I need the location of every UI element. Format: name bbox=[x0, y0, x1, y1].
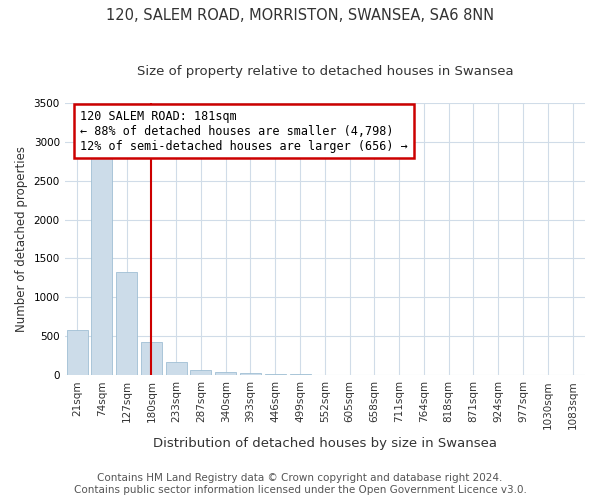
Text: 120 SALEM ROAD: 181sqm
← 88% of detached houses are smaller (4,798)
12% of semi-: 120 SALEM ROAD: 181sqm ← 88% of detached… bbox=[80, 110, 408, 152]
Bar bbox=[240, 373, 261, 375]
Y-axis label: Number of detached properties: Number of detached properties bbox=[15, 146, 28, 332]
X-axis label: Distribution of detached houses by size in Swansea: Distribution of detached houses by size … bbox=[153, 437, 497, 450]
Text: 120, SALEM ROAD, MORRISTON, SWANSEA, SA6 8NN: 120, SALEM ROAD, MORRISTON, SWANSEA, SA6… bbox=[106, 8, 494, 22]
Bar bbox=[290, 374, 311, 375]
Bar bbox=[265, 374, 286, 375]
Bar bbox=[91, 150, 112, 375]
Bar bbox=[141, 342, 162, 375]
Text: Contains HM Land Registry data © Crown copyright and database right 2024.
Contai: Contains HM Land Registry data © Crown c… bbox=[74, 474, 526, 495]
Bar bbox=[67, 330, 88, 375]
Title: Size of property relative to detached houses in Swansea: Size of property relative to detached ho… bbox=[137, 65, 513, 78]
Bar bbox=[166, 362, 187, 375]
Bar bbox=[215, 372, 236, 375]
Bar bbox=[190, 370, 211, 375]
Bar bbox=[116, 272, 137, 375]
